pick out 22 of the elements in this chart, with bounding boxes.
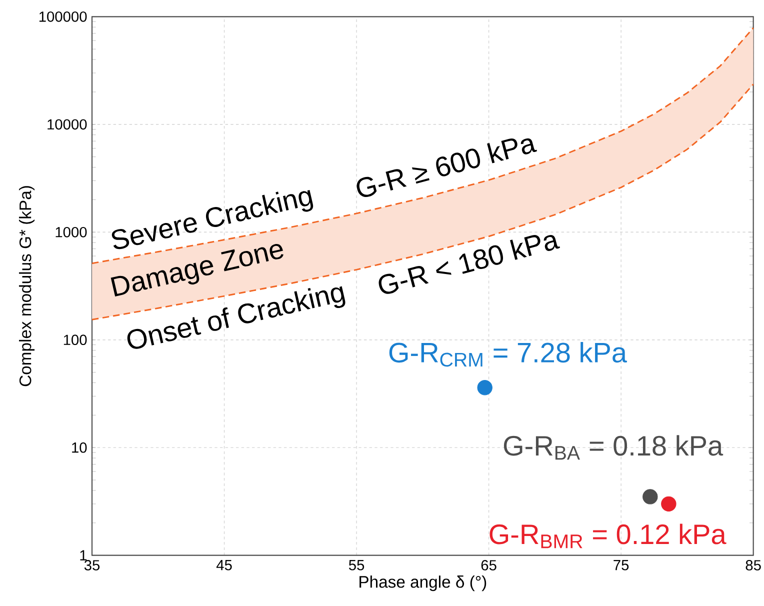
series-label: G-R$_{CRM}$ = 7.28 kPa [389, 342, 628, 367]
x-tick-label: 35 [84, 560, 100, 570]
y-tick-label: 10000 [48, 119, 87, 130]
x-tick-label: 65 [481, 560, 496, 570]
annotation: G-R ≥ 600 kPa [356, 138, 538, 197]
x-tick-label: 55 [348, 560, 364, 570]
y-tick-label: 100 [64, 334, 87, 346]
y-tick-label: 1 [80, 550, 87, 560]
point [477, 380, 492, 396]
annotation: G-R < 180 kPa [378, 235, 560, 294]
series-label: G-R$_{BMR}$ = 0.12 kPa [490, 524, 726, 548]
x-tick-label: 45 [216, 560, 232, 570]
x-tick-label: 75 [614, 560, 629, 570]
y-tick-label: 100000 [39, 11, 87, 22]
point [661, 496, 676, 512]
y-tick-label: 10 [72, 442, 87, 453]
series-label: G-R$_{BA}$ = 0.18 kPa [504, 435, 724, 460]
point [642, 489, 658, 504]
x-tick-label: 85 [746, 560, 761, 570]
x-axis-title: Phase angle δ (°) [360, 576, 486, 592]
y-tick-label: 1000 [56, 226, 87, 238]
y-axis-title: Complex modulus G* (kPa) [18, 186, 35, 386]
